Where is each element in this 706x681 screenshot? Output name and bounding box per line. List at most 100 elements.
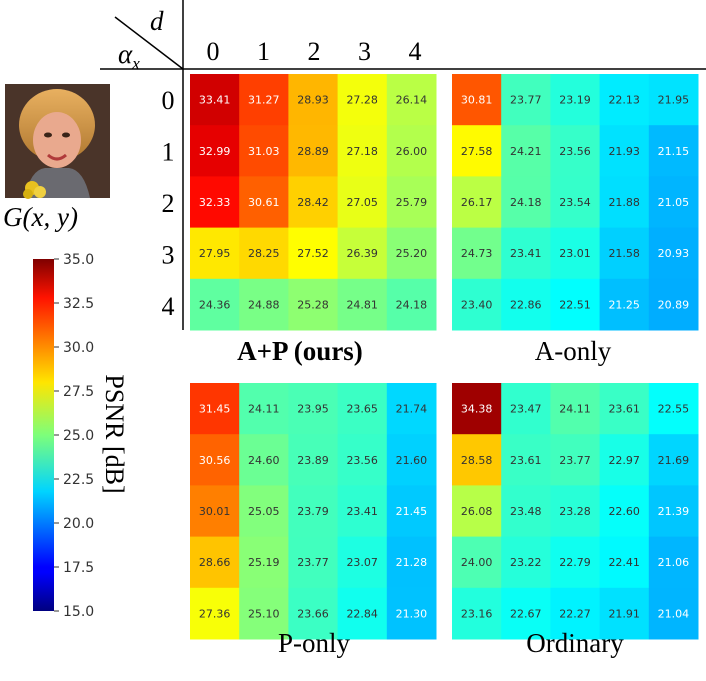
cell-value-label: 25.10	[248, 607, 280, 620]
heatmap-cell	[337, 125, 388, 177]
cell-value-label: 23.56	[346, 454, 378, 467]
colorbar-gradient	[33, 259, 54, 611]
cell-value-label: 27.95	[199, 247, 231, 260]
cell-value-label: 23.65	[346, 403, 378, 416]
heatmap-cell	[648, 125, 699, 177]
heatmap-cell	[648, 278, 699, 331]
cell-value-label: 31.03	[248, 145, 280, 158]
cell-value-label: 21.69	[658, 454, 690, 467]
corner-diagonal	[114, 16, 184, 70]
colorbar-tick-label: 20.0	[63, 516, 94, 532]
cell-value-label: 24.60	[248, 454, 280, 467]
row-tick-label: 1	[162, 138, 175, 167]
heatmap-cell	[190, 434, 240, 486]
cell-value-label: 23.77	[559, 454, 591, 467]
heatmap-cell	[386, 227, 437, 280]
heatmaps: 33.41 31.27 28.93 27.28 26.14 32.99 31.03 28.89…	[190, 74, 699, 658]
heatmap-cell	[337, 434, 388, 486]
column-tick-label: 1	[257, 37, 270, 66]
colorbar-tick-label: 15.0	[63, 604, 94, 620]
heatmap-cell	[550, 125, 601, 177]
cell-value-label: 25.79	[396, 196, 428, 209]
heatmap-cell	[452, 485, 502, 538]
cell-value-label: 28.93	[297, 94, 329, 107]
heatmap-cell	[239, 587, 289, 640]
panel-title: P-only	[278, 628, 351, 658]
row-tick-label: 2	[162, 189, 175, 218]
heatmap-cell	[550, 434, 601, 486]
heatmap-cell	[648, 227, 699, 280]
heatmap-cell	[501, 383, 551, 435]
axis-corner: d αx	[100, 0, 706, 330]
column-tick-label: 3	[358, 37, 371, 66]
heatmap-cell	[190, 125, 240, 177]
cell-value-label: 23.77	[510, 94, 542, 107]
panel-title: Ordinary	[526, 628, 624, 658]
heatmap-cell	[550, 227, 601, 280]
heatmap-cell	[648, 176, 699, 229]
colorbar-tick-label: 27.5	[63, 384, 94, 400]
cell-value-label: 27.28	[346, 94, 378, 107]
cell-value-label: 23.40	[461, 298, 493, 311]
cell-value-label: 23.61	[608, 403, 640, 416]
heatmap-cell	[386, 536, 437, 589]
cell-value-label: 30.81	[461, 94, 493, 107]
heatmap-cell	[599, 434, 650, 486]
colorbar-label: PSNR [dB]	[100, 374, 129, 493]
cell-value-label: 26.14	[396, 94, 428, 107]
cell-value-label: 24.88	[248, 298, 280, 311]
cell-value-label: 21.88	[608, 196, 640, 209]
cell-value-label: 22.97	[608, 454, 640, 467]
heatmap-cell	[239, 176, 289, 229]
heatmap-cell	[648, 536, 699, 589]
panel-title: A+P (ours)	[237, 336, 363, 366]
cell-value-label: 21.30	[396, 607, 428, 620]
heatmap-panel: 30.81 23.77 23.19 22.13 21.95 27.58 24.21 23.56…	[452, 74, 699, 366]
cell-value-label: 30.61	[248, 196, 280, 209]
heatmap-cell	[501, 434, 551, 486]
colorbar-tick-label: 35.0	[63, 252, 94, 268]
heatmap-cell	[337, 383, 388, 435]
heatmap-cell	[337, 536, 388, 589]
cell-value-label: 21.45	[396, 505, 428, 518]
cell-value-label: 26.00	[396, 145, 428, 158]
row-tick-label: 0	[162, 86, 175, 115]
image-caption: G(x, y)	[3, 202, 78, 232]
cell-value-label: 24.21	[510, 145, 542, 158]
cell-value-label: 20.89	[658, 298, 690, 311]
cell-value-label: 22.79	[559, 556, 591, 569]
heatmap-cell	[599, 587, 650, 640]
heatmap-cell	[386, 434, 437, 486]
cell-value-label: 25.28	[297, 298, 329, 311]
heatmap-cell	[190, 383, 240, 435]
heatmap-cell	[599, 227, 650, 280]
cell-value-label: 21.05	[658, 196, 690, 209]
heatmap-cell	[239, 125, 289, 177]
cell-value-label: 21.06	[658, 556, 690, 569]
cell-value-label: 28.42	[297, 196, 329, 209]
cell-value-label: 28.66	[199, 556, 231, 569]
cell-value-label: 21.04	[658, 607, 690, 620]
heatmap-cell	[452, 125, 502, 177]
heatmap-cell	[648, 587, 699, 640]
heatmap-cell	[648, 74, 699, 126]
cell-value-label: 23.22	[510, 556, 542, 569]
heatmap-cell	[386, 125, 437, 177]
heatmap-cell	[190, 536, 240, 589]
cell-value-label: 24.18	[396, 298, 428, 311]
heatmap-cell	[386, 278, 437, 331]
alpha-axis-label: αx	[118, 39, 140, 73]
cell-value-label: 22.55	[658, 403, 690, 416]
cell-value-label: 23.41	[510, 247, 542, 260]
cell-value-label: 31.27	[248, 94, 280, 107]
cell-value-label: 23.54	[559, 196, 591, 209]
heatmap-cell	[452, 176, 502, 229]
cell-value-label: 21.28	[396, 556, 428, 569]
heatmap-cell	[288, 434, 339, 486]
heatmap-cell	[550, 383, 601, 435]
heatmap-cell	[550, 74, 601, 126]
heatmap-cell	[239, 74, 289, 126]
heatmap-cell	[386, 485, 437, 538]
cell-value-label: 21.74	[396, 403, 428, 416]
heatmap-cell	[452, 278, 502, 331]
